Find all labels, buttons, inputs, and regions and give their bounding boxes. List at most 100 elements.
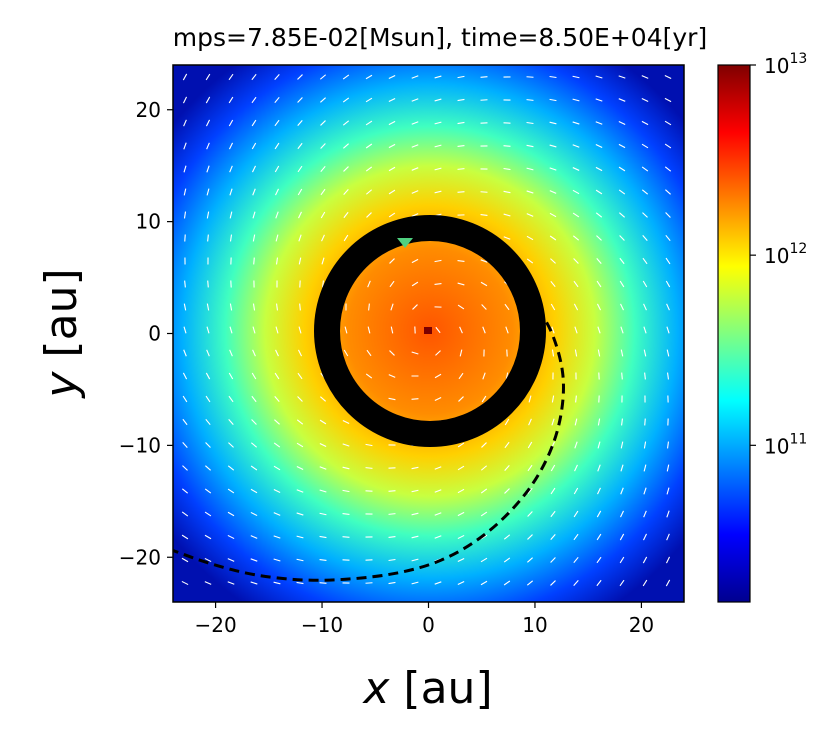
velocity-arrow [297,396,303,402]
x-tick-label: −10 [301,613,343,637]
velocity-arrow [365,143,373,149]
velocity-arrow [366,212,372,218]
velocity-arrow [297,372,303,380]
velocity-arrow [229,165,233,173]
velocity-arrow [642,280,648,288]
velocity-arrow [435,350,441,356]
velocity-arrow [597,349,601,357]
x-tick-label: 10 [522,613,547,637]
velocity-arrow [595,121,603,125]
y-tick-label: −20 [119,545,161,569]
velocity-arrow [434,581,442,585]
velocity-arrow [388,97,396,103]
velocity-arrow [434,466,442,470]
velocity-arrow [321,280,325,288]
velocity-arrow [297,120,303,126]
velocity-arrow [550,258,556,264]
velocity-arrow [205,418,211,426]
velocity-arrow [343,211,349,219]
velocity-arrow [319,442,327,448]
velocity-arrow [665,280,671,288]
velocity-arrow [664,120,672,126]
velocity-arrow [620,326,624,334]
velocity-arrow [275,326,279,334]
velocity-arrow [573,580,579,586]
velocity-arrow [457,168,465,170]
velocity-arrow [664,75,672,79]
velocity-arrow [527,441,533,449]
velocity-arrow [481,304,487,310]
x-tick-label: −20 [194,613,236,637]
velocity-arrow [573,556,579,564]
velocity-arrow [572,98,580,102]
velocity-arrow [296,465,304,471]
velocity-arrow [457,260,465,262]
velocity-arrow [275,188,279,196]
velocity-arrow [618,75,626,79]
velocity-arrow [504,418,510,426]
velocity-arrow [572,121,580,125]
velocity-arrow [388,490,396,492]
velocity-arrow [388,166,396,172]
velocity-arrow [343,234,349,242]
velocity-arrow [206,142,210,150]
velocity-arrow [457,191,465,193]
velocity-arrow [342,536,350,538]
velocity-arrow [390,303,394,311]
velocity-arrow [596,556,602,564]
velocity-arrow [503,580,511,586]
velocity-arrow [551,395,555,403]
velocity-arrow [434,283,442,285]
velocity-arrow [251,96,257,104]
velocity-arrow [251,372,257,380]
velocity-arrow [573,303,579,311]
velocity-arrow [503,213,511,217]
velocity-arrow [320,165,326,173]
velocity-arrow [505,372,509,380]
velocity-arrow [205,442,211,448]
velocity-arrow [457,282,465,286]
velocity-arrow [574,418,578,426]
velocity-arrow [411,281,419,287]
velocity-arrow [480,557,488,563]
velocity-arrow [480,511,488,517]
velocity-arrow [388,120,396,126]
velocity-arrow [344,326,348,334]
velocity-arrow [250,511,258,517]
velocity-arrow [641,189,649,195]
velocity-arrow [229,326,233,334]
velocity-arrow [182,96,188,104]
velocity-arrow [274,142,280,150]
velocity-arrow [480,99,488,101]
velocity-arrow [182,372,188,380]
velocity-arrow [457,442,465,448]
velocity-arrow [644,418,646,426]
velocity-arrow [573,487,579,495]
velocity-arrow [596,257,602,265]
velocity-arrow [574,441,578,449]
velocity-arrow [664,166,672,172]
velocity-arrow [550,303,556,311]
velocity-arrow [319,396,327,402]
velocity-arrow [207,280,209,288]
velocity-arrow [343,166,349,172]
velocity-arrow [274,74,280,80]
velocity-arrow [389,280,395,288]
velocity-arrow [412,304,418,310]
velocity-arrow [666,326,670,334]
velocity-arrow [619,212,625,218]
velocity-arrow [528,395,532,403]
velocity-arrow [228,142,234,150]
velocity-arrow [619,280,625,288]
velocity-arrow [641,120,649,126]
velocity-arrow [572,167,580,171]
velocity-arrow [253,257,255,265]
velocity-arrow [642,556,648,564]
velocity-arrow [206,303,210,311]
velocity-arrow [550,580,556,586]
velocity-arrow [365,189,373,195]
velocity-arrow [596,235,602,241]
velocity-arrow [319,559,327,561]
velocity-arrow [551,418,555,426]
velocity-arrow [596,303,602,311]
